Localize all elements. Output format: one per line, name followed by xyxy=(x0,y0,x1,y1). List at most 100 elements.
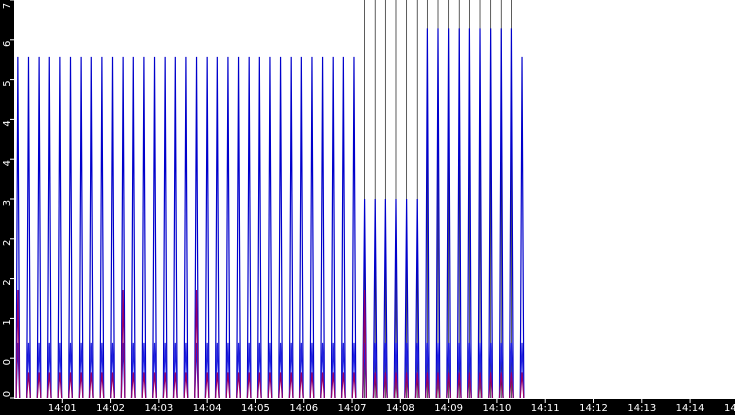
spike xyxy=(362,289,368,399)
spike xyxy=(509,342,514,399)
x-tick-label: 14:06 xyxy=(289,403,318,414)
spike xyxy=(414,198,420,399)
spike xyxy=(162,372,168,399)
spike xyxy=(204,372,210,399)
x-axis-strip xyxy=(0,399,735,415)
spike xyxy=(446,28,452,399)
spike xyxy=(404,342,410,399)
x-tick-label: 14:09 xyxy=(434,403,463,414)
x-tick-label: 14:15 xyxy=(724,403,735,414)
spike xyxy=(278,372,283,399)
spike xyxy=(393,198,399,399)
spike xyxy=(162,342,168,399)
spike xyxy=(26,56,31,399)
spike xyxy=(57,372,63,399)
spike xyxy=(456,342,462,399)
spike xyxy=(246,56,252,399)
spike xyxy=(88,372,94,399)
spike xyxy=(194,289,199,399)
spike xyxy=(267,342,273,399)
spike xyxy=(110,56,115,399)
spike xyxy=(78,372,84,399)
spike xyxy=(68,372,73,399)
spike xyxy=(120,56,126,399)
spike xyxy=(488,372,494,399)
spike xyxy=(278,342,283,399)
spike xyxy=(372,198,378,399)
spike xyxy=(435,28,441,399)
x-tick-label: 14:13 xyxy=(627,403,656,414)
spike xyxy=(446,342,452,399)
spike xyxy=(46,56,52,399)
y-tick-label: 2 xyxy=(2,279,13,285)
spike xyxy=(393,372,399,399)
spike xyxy=(498,342,504,399)
spike xyxy=(382,342,388,399)
spike xyxy=(110,342,115,399)
spike xyxy=(509,28,514,399)
y-tick-label: 6 xyxy=(2,41,13,47)
spike xyxy=(88,342,94,399)
spike xyxy=(236,342,241,399)
spike xyxy=(519,372,525,399)
y-tick-label: 0 xyxy=(2,359,13,365)
x-tick-label: 14:05 xyxy=(241,403,270,414)
spike xyxy=(99,56,105,399)
x-tick-label: 14:12 xyxy=(579,403,608,414)
spike xyxy=(309,342,315,399)
spike xyxy=(88,56,94,399)
spike xyxy=(36,56,42,399)
y-tick-label: 7 xyxy=(2,3,13,9)
spike xyxy=(78,56,84,399)
spike xyxy=(382,372,388,399)
spike xyxy=(340,372,346,399)
spike xyxy=(424,342,430,399)
spike xyxy=(225,56,231,399)
y-tick-label: 2 xyxy=(2,240,13,246)
spike xyxy=(330,342,336,399)
spike xyxy=(288,342,294,399)
spike xyxy=(194,56,199,399)
spike xyxy=(404,198,410,399)
spike xyxy=(477,372,483,399)
spike xyxy=(509,372,514,399)
spike xyxy=(141,342,147,399)
x-tick-label: 14:10 xyxy=(483,403,512,414)
spike xyxy=(130,56,136,399)
spike xyxy=(225,342,231,399)
spike xyxy=(57,56,63,399)
spike xyxy=(466,372,472,399)
spike xyxy=(414,342,420,399)
spike xyxy=(225,372,231,399)
spike xyxy=(214,372,220,399)
spike xyxy=(99,372,105,399)
spike xyxy=(298,342,304,399)
spike xyxy=(68,342,73,399)
x-tick-label: 14:02 xyxy=(96,403,125,414)
spike xyxy=(99,342,105,399)
spike xyxy=(519,56,525,399)
spike xyxy=(298,56,304,399)
spike xyxy=(26,342,31,399)
spike xyxy=(351,342,357,399)
y-tick-label: 5 xyxy=(2,80,13,86)
spike xyxy=(130,372,136,399)
spike xyxy=(46,342,52,399)
y-tick-label: 1 xyxy=(2,319,13,325)
x-tick-label: 14:11 xyxy=(531,403,560,414)
spike xyxy=(141,56,147,399)
spike xyxy=(172,342,178,399)
x-tick-label: 14:01 xyxy=(48,403,77,414)
spike xyxy=(172,56,178,399)
spike xyxy=(351,56,357,399)
spike xyxy=(372,372,378,399)
spike xyxy=(183,56,189,399)
spike xyxy=(466,28,472,399)
y-tick-label: 3 xyxy=(2,200,13,206)
spike xyxy=(267,56,273,399)
spike xyxy=(204,342,210,399)
spike xyxy=(340,342,346,399)
spike xyxy=(152,372,157,399)
